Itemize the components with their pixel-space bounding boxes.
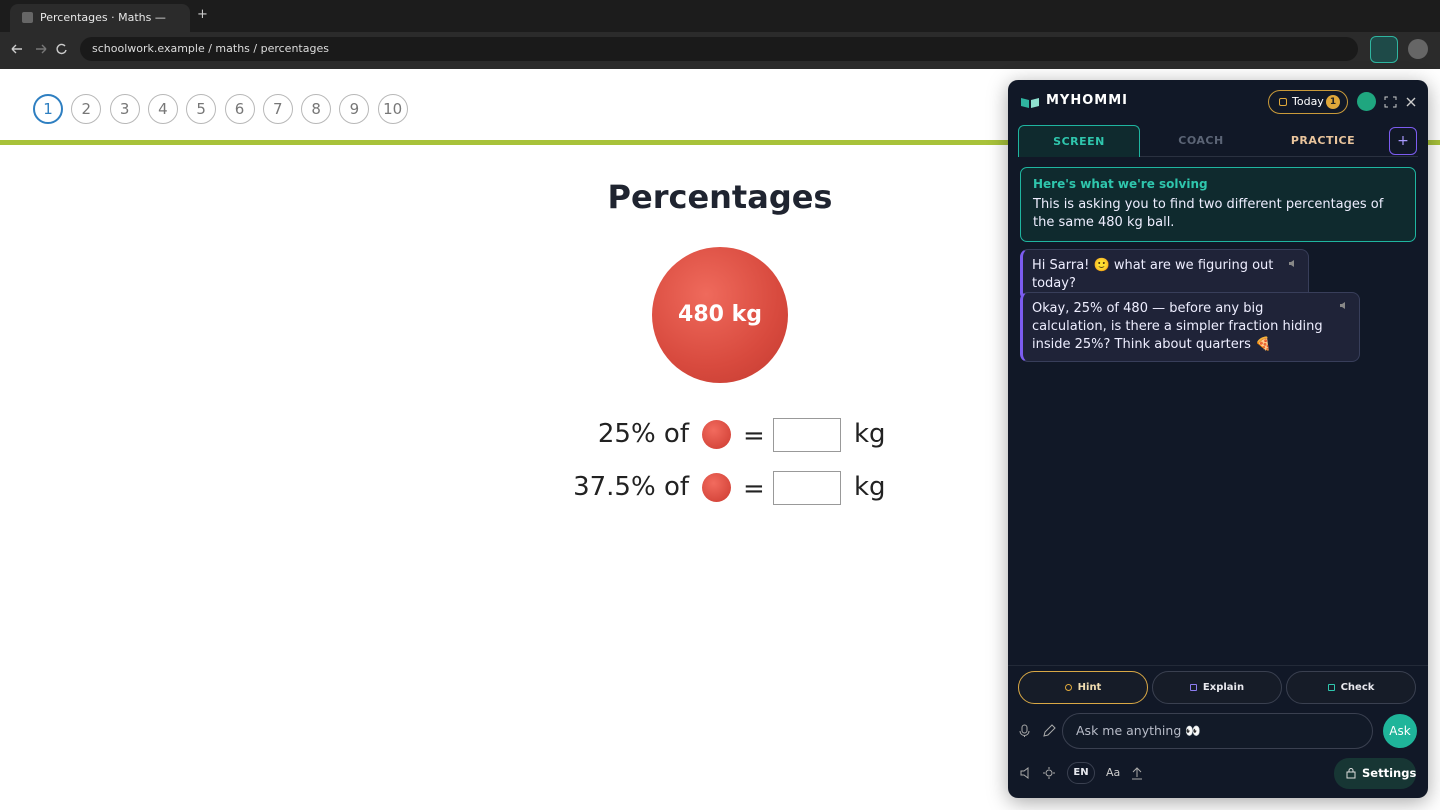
profile-avatar[interactable] bbox=[1408, 39, 1428, 59]
unit: kg bbox=[854, 472, 886, 502]
brand: MYHOMMI bbox=[1046, 93, 1128, 108]
ball-icon bbox=[702, 420, 731, 449]
speak-icon[interactable] bbox=[1339, 301, 1348, 310]
status-avatar[interactable] bbox=[1357, 92, 1376, 111]
chat-input[interactable]: Ask me anything 👀 bbox=[1062, 713, 1373, 749]
action-button[interactable]: Check bbox=[1286, 671, 1416, 704]
page-button[interactable]: 9 bbox=[339, 94, 370, 124]
lesson-title: Percentages bbox=[607, 178, 833, 216]
address-bar[interactable]: schoolwork.example / maths / percentages bbox=[80, 37, 1358, 61]
nav-buttons[interactable] bbox=[8, 40, 70, 58]
tab-bar bbox=[0, 0, 1440, 32]
divider bbox=[0, 140, 1440, 145]
ask-button[interactable]: Ask bbox=[1383, 714, 1417, 748]
context-title: Here's what we're solving bbox=[1033, 177, 1208, 191]
page-button[interactable]: 5 bbox=[186, 94, 217, 124]
extension-button[interactable] bbox=[1370, 36, 1398, 63]
ball-icon bbox=[702, 473, 731, 502]
action-label: Hint bbox=[1077, 682, 1102, 693]
action-icon bbox=[1327, 684, 1335, 691]
today-button[interactable]: Today bbox=[1268, 90, 1348, 114]
action-label: Explain bbox=[1202, 682, 1245, 693]
logo bbox=[1021, 98, 1039, 108]
page-button[interactable]: 3 bbox=[109, 94, 140, 124]
font-size-button[interactable]: Aa bbox=[1106, 766, 1121, 779]
page-button[interactable]: 10 bbox=[377, 94, 408, 124]
speak-icon[interactable] bbox=[1288, 259, 1297, 268]
action-button[interactable]: Explain bbox=[1152, 671, 1282, 704]
action-button[interactable]: Hint bbox=[1018, 671, 1148, 704]
unit: kg bbox=[854, 419, 886, 449]
panel-tab[interactable]: PRACTICE bbox=[1290, 134, 1356, 147]
page-button[interactable]: 1 bbox=[33, 94, 63, 124]
action-icon bbox=[1064, 684, 1072, 691]
settings-button[interactable]: Settings bbox=[1334, 758, 1416, 789]
page-button[interactable]: 4 bbox=[147, 94, 178, 124]
upload-icon[interactable] bbox=[1131, 766, 1143, 780]
input-tools[interactable] bbox=[1018, 723, 1058, 739]
context-card: Here's what we're solving This is asking… bbox=[1020, 167, 1416, 242]
assistant-panel: MYHOMMI Today 1 + Here's what we're solv… bbox=[1008, 80, 1428, 798]
equals: = bbox=[743, 474, 765, 504]
page-button[interactable]: 8 bbox=[301, 94, 332, 124]
answer-box[interactable] bbox=[773, 418, 841, 452]
window-controls[interactable] bbox=[1383, 95, 1423, 109]
calendar-icon bbox=[1279, 98, 1287, 106]
panel-tab[interactable]: COACH bbox=[1178, 134, 1224, 147]
toolbar-icons[interactable] bbox=[1018, 766, 1058, 780]
action-label: Check bbox=[1340, 682, 1375, 693]
new-tab[interactable]: + bbox=[197, 7, 208, 22]
language-button[interactable]: EN bbox=[1067, 762, 1095, 784]
page-button[interactable]: 2 bbox=[71, 94, 102, 124]
lock-icon bbox=[1346, 768, 1356, 779]
chat-message: Okay, 25% of 480 — before any big calcul… bbox=[1020, 292, 1360, 362]
question-prefix: 25% of bbox=[597, 419, 689, 449]
add-button[interactable]: + bbox=[1389, 127, 1417, 155]
panel-tab[interactable]: SCREEN bbox=[1018, 125, 1140, 157]
page-button[interactable]: 6 bbox=[224, 94, 255, 124]
answer-box[interactable] bbox=[773, 471, 841, 505]
page-button[interactable]: 7 bbox=[262, 94, 293, 124]
question-prefix: 37.5% of bbox=[573, 472, 689, 502]
today-badge: 1 bbox=[1326, 95, 1340, 109]
tab-icon bbox=[22, 12, 33, 23]
tabs-line bbox=[1018, 156, 1418, 157]
today-label: Today bbox=[1292, 95, 1324, 108]
context-text: This is asking you to find two different… bbox=[1033, 197, 1384, 230]
action-icon bbox=[1189, 684, 1197, 691]
ball: 480 kg bbox=[652, 247, 788, 383]
browser-tab[interactable]: Percentages · Maths — Year 7 bbox=[10, 4, 190, 52]
footer-line bbox=[1008, 665, 1428, 666]
equals: = bbox=[743, 421, 765, 451]
